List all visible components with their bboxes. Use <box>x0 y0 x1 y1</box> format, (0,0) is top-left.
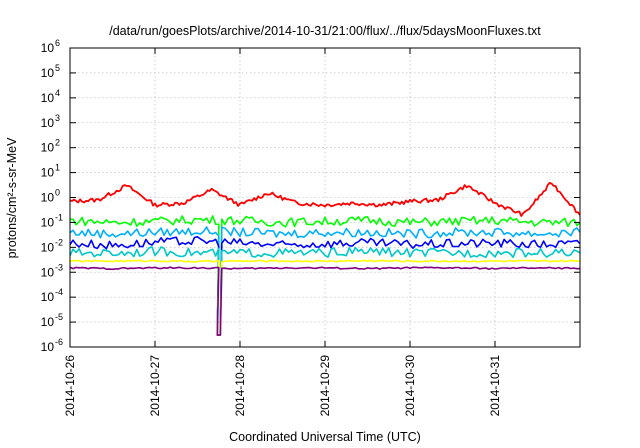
x-axis: 2014-10-26 2014-10-27 2014-10-28 2014-10-29… <box>63 48 502 416</box>
x-tick-label: 2014-10-27 <box>148 355 162 417</box>
y-tick-label: 10 <box>41 340 55 354</box>
y-tick-exponent: -5 <box>55 312 63 322</box>
y-tick-exponent: 6 <box>55 38 60 48</box>
y-tick-label: 10 <box>41 91 55 105</box>
y-axis-label: protons/cm²-s-sr-MeV <box>5 137 19 259</box>
y-tick-label: 10 <box>41 265 55 279</box>
y-tick-exponent: 0 <box>55 188 60 198</box>
y-tick-exponent: -3 <box>55 262 63 272</box>
y-tick-exponent: 5 <box>55 63 60 73</box>
series-line <box>69 246 581 336</box>
y-axis: 10 -610 -510 -410 -310 -210 -110 010 110 210 310 41… <box>41 38 580 354</box>
y-tick-label: 10 <box>41 240 55 254</box>
series-line <box>69 236 581 336</box>
y-tick-label: 10 <box>41 166 55 180</box>
y-tick-label: 10 <box>41 290 55 304</box>
y-tick-exponent: -1 <box>55 212 63 222</box>
x-axis-label: Coordinated Universal Time (UTC) <box>229 430 421 444</box>
y-tick-label: 10 <box>41 66 55 80</box>
chart-title: /data/run/goesPlots/archive/2014-10-31/2… <box>109 24 541 38</box>
x-tick-label: 2014-10-31 <box>488 355 502 417</box>
y-tick-exponent: 2 <box>55 138 60 148</box>
x-tick-label: 2014-10-30 <box>403 355 417 417</box>
y-tick-label: 10 <box>41 141 55 155</box>
x-tick-label: 2014-10-26 <box>63 355 77 417</box>
y-tick-exponent: 4 <box>55 88 60 98</box>
y-tick-label: 10 <box>41 315 55 329</box>
y-tick-label: 10 <box>41 191 55 205</box>
y-tick-label: 10 <box>41 116 55 130</box>
series-line <box>69 259 580 336</box>
series-line <box>69 215 581 336</box>
series-layer <box>69 182 581 336</box>
x-tick-label: 2014-10-28 <box>233 355 247 417</box>
y-tick-label: 10 <box>41 215 55 229</box>
series-line <box>69 226 581 336</box>
y-tick-label: 10 <box>41 41 55 55</box>
y-tick-exponent: -2 <box>55 237 63 247</box>
y-tick-exponent: -4 <box>55 287 63 297</box>
x-tick-label: 2014-10-29 <box>318 355 332 417</box>
y-tick-exponent: -6 <box>55 337 63 347</box>
series-line <box>69 182 581 217</box>
series-line <box>69 266 581 336</box>
y-tick-exponent: 1 <box>55 163 60 173</box>
y-tick-exponent: 3 <box>55 113 60 123</box>
